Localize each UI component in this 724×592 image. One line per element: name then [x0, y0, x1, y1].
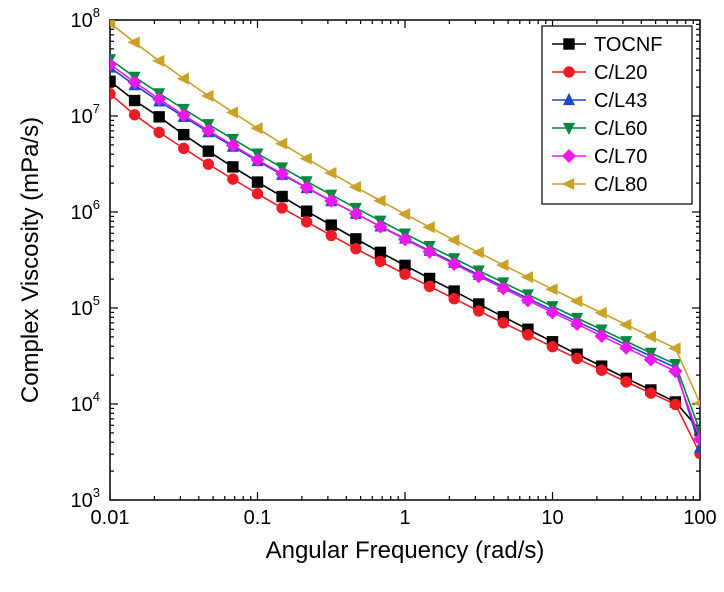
- legend-label: C/L20: [594, 62, 647, 84]
- x-tick-label: 0.1: [244, 507, 272, 529]
- y-axis-label: Complex Viscosity (mPa/s): [17, 117, 44, 403]
- legend-label: C/L70: [594, 146, 647, 168]
- viscosity-chart: 0.010.1110100103104105106107108Angular F…: [0, 0, 724, 592]
- legend-label: C/L80: [594, 174, 647, 196]
- legend-label: TOCNF: [594, 34, 663, 56]
- legend-label: C/L60: [594, 118, 647, 140]
- x-axis-label: Angular Frequency (rad/s): [266, 537, 545, 564]
- legend: TOCNF C/L20 C/L43 C/L60 C/L70 C/L80: [542, 26, 692, 204]
- x-tick-label: 100: [683, 507, 716, 529]
- x-tick-label: 10: [541, 507, 563, 529]
- legend-label: C/L43: [594, 90, 647, 112]
- chart-svg: 0.010.1110100103104105106107108Angular F…: [0, 0, 724, 592]
- x-tick-label: 0.01: [91, 507, 130, 529]
- x-tick-label: 1: [399, 507, 410, 529]
